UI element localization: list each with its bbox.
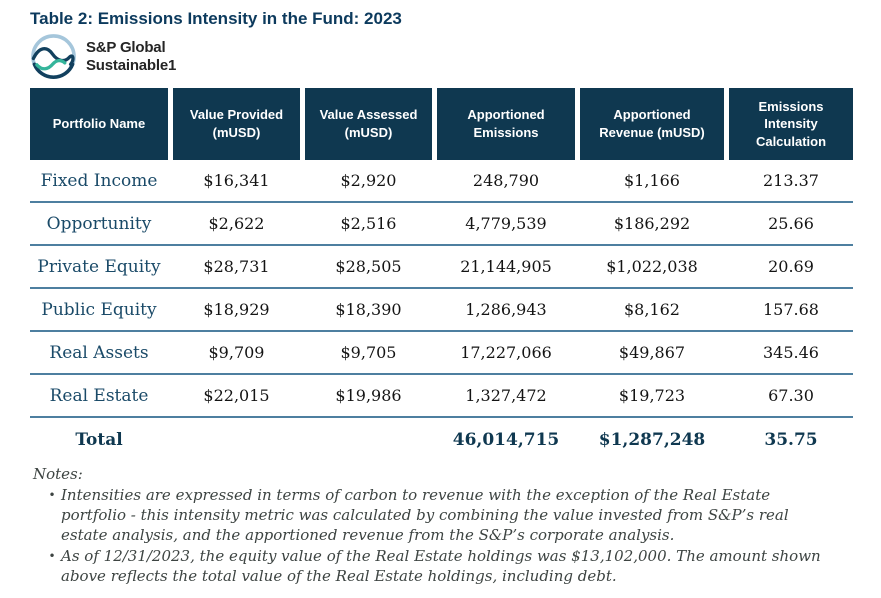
notes-heading: Notes: [33, 465, 83, 483]
notes-section: Notes: • Intensities are expressed in te… [33, 464, 833, 587]
intensity-cell: 20.69 [768, 257, 814, 276]
bullet-glyph: • [48, 549, 56, 564]
logo-line-1: S&P Global [86, 38, 166, 56]
apportioned-emissions-cell: 1,327,472 [465, 386, 547, 405]
value-provided-cell: $16,341 [203, 171, 270, 190]
portfolio-name: Real Estate [49, 385, 149, 406]
table-row: Private Equity $28,731 $28,505 21,144,90… [30, 246, 853, 289]
apportioned-revenue-cell: $19,723 [618, 386, 686, 405]
table-total-row: Total 46,014,715 $1,287,248 35.75 [30, 418, 853, 462]
portfolio-name: Private Equity [37, 256, 161, 277]
apportioned-revenue-cell: $1,166 [624, 171, 680, 190]
total-intensity: 35.75 [764, 430, 818, 450]
value-assessed-cell: $18,390 [335, 300, 402, 319]
note-item: • Intensities are expressed in terms of … [33, 485, 833, 545]
value-provided-cell: $22,015 [203, 386, 270, 405]
logo-line-2: Sustainable1 [86, 56, 177, 74]
sp-global-sustainable1-logo: S&P Global Sustainable1 [30, 33, 176, 80]
portfolio-name: Real Assets [49, 342, 149, 363]
table-row: Real Estate $22,015 $19,986 1,327,472 $1… [30, 375, 853, 418]
apportioned-revenue-cell: $1,022,038 [606, 257, 698, 276]
note-text: As of 12/31/2023, the equity value of th… [61, 547, 821, 586]
apportioned-revenue-cell: $8,162 [624, 300, 680, 319]
value-assessed-cell: $2,516 [340, 214, 397, 233]
value-assessed-cell: $2,920 [340, 171, 397, 190]
total-apportioned-emissions: 46,014,715 [452, 430, 560, 450]
emissions-intensity-table: Portfolio Name Value Provided (mUSD) Val… [30, 88, 853, 462]
table-header-row: Portfolio Name Value Provided (mUSD) Val… [30, 88, 853, 160]
sp-sustainable1-wave-icon [31, 34, 76, 79]
portfolio-name: Opportunity [46, 213, 152, 234]
table-row: Fixed Income $16,341 $2,920 248,790 $1,1… [30, 160, 853, 203]
intensity-cell: 25.66 [768, 214, 814, 233]
page-title: Table 2: Emissions Intensity in the Fund… [30, 9, 402, 28]
table-row: Public Equity $18,929 $18,390 1,286,943 … [30, 289, 853, 332]
intensity-cell: 213.37 [763, 171, 819, 190]
col-header-apportioned-revenue: Apportioned Revenue (mUSD) [580, 88, 724, 160]
logo-wordmark: S&P Global Sustainable1 [86, 39, 176, 75]
col-header-value-assessed: Value Assessed (mUSD) [305, 88, 432, 160]
apportioned-revenue-cell: $49,867 [618, 343, 686, 362]
intensity-cell: 67.30 [768, 386, 814, 405]
apportioned-emissions-cell: 17,227,066 [460, 343, 552, 362]
col-header-apportioned-emissions: Apportioned Emissions [437, 88, 575, 160]
value-assessed-cell: $19,986 [335, 386, 402, 405]
value-provided-cell: $2,622 [208, 214, 265, 233]
value-assessed-cell: $9,705 [340, 343, 397, 362]
note-text: Intensities are expressed in terms of ca… [61, 486, 789, 545]
total-apportioned-revenue: $1,287,248 [598, 430, 706, 450]
apportioned-emissions-cell: 21,144,905 [460, 257, 552, 276]
intensity-cell: 345.46 [763, 343, 819, 362]
table-row: Real Assets $9,709 $9,705 17,227,066 $49… [30, 332, 853, 375]
col-header-emissions-intensity: Emissions Intensity Calculation [729, 88, 853, 160]
apportioned-revenue-cell: $186,292 [613, 214, 691, 233]
intensity-cell: 157.68 [763, 300, 819, 319]
value-provided-cell: $28,731 [203, 257, 270, 276]
apportioned-emissions-cell: 1,286,943 [465, 300, 547, 319]
value-assessed-cell: $28,505 [335, 257, 402, 276]
bullet-glyph: • [48, 488, 56, 503]
portfolio-name: Public Equity [41, 299, 157, 320]
table-row: Opportunity $2,622 $2,516 4,779,539 $186… [30, 203, 853, 246]
col-header-value-provided: Value Provided (mUSD) [173, 88, 300, 160]
total-label: Total [75, 430, 123, 450]
apportioned-emissions-cell: 4,779,539 [465, 214, 547, 233]
value-provided-cell: $9,709 [208, 343, 265, 362]
col-header-portfolio-name: Portfolio Name [30, 88, 168, 160]
value-provided-cell: $18,929 [203, 300, 270, 319]
note-item: • As of 12/31/2023, the equity value of … [33, 546, 833, 586]
apportioned-emissions-cell: 248,790 [472, 171, 540, 190]
portfolio-name: Fixed Income [40, 170, 158, 191]
